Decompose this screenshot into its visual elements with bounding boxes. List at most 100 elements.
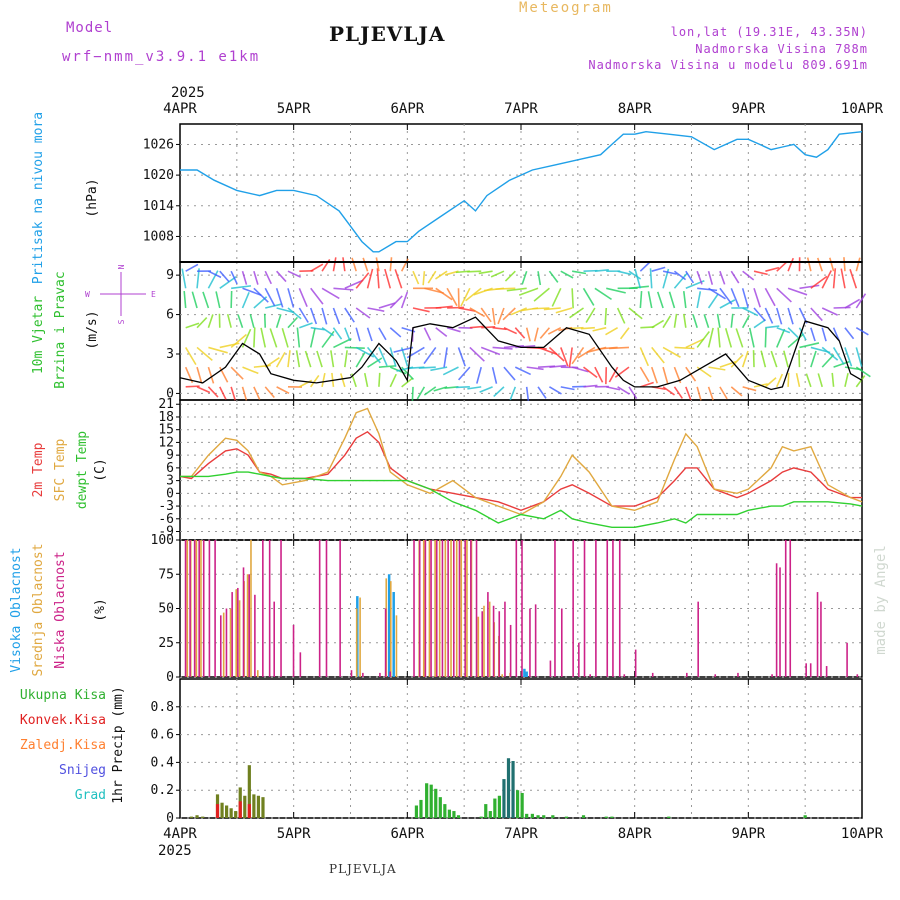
temp-ytick-label: 0 <box>166 486 174 501</box>
precip-bar <box>520 792 524 818</box>
precip-bar <box>243 795 247 818</box>
temp-ytick-label: 12 <box>158 435 174 450</box>
compass-east: E <box>151 290 156 299</box>
compass-rose: N S W E <box>85 264 156 324</box>
wind-arrow <box>787 257 794 272</box>
wind-arrow <box>455 386 470 389</box>
wind-arrow <box>525 327 531 342</box>
precip-ytick-label: 0.2 <box>151 783 174 798</box>
wind-arrow <box>753 288 761 308</box>
precip-bar <box>667 816 671 818</box>
precip-bar <box>452 811 456 818</box>
wind-arrow <box>560 347 569 367</box>
precip-bar <box>506 758 511 818</box>
wind-arrow <box>183 290 187 309</box>
model-label: Model <box>66 20 114 36</box>
wind-arrow <box>207 270 219 289</box>
wind-arrow <box>628 307 643 320</box>
wind-arrow <box>696 270 703 285</box>
wind-arrow <box>673 270 687 281</box>
wind-arrow <box>821 354 835 368</box>
wind-arrow <box>378 347 388 367</box>
wind-arrow <box>719 287 733 305</box>
wind-arrow <box>673 386 684 399</box>
wind-arrow <box>310 263 324 272</box>
lonlat-text: lon,lat (19.31E, 43.35N) <box>670 25 868 39</box>
precip-bar <box>189 816 193 818</box>
wind-ytick-label: 0 <box>166 386 174 401</box>
wind-arrow <box>276 386 290 394</box>
wind-arrow <box>799 284 820 290</box>
pressure-ytick-label: 1008 <box>143 229 174 244</box>
precip-bar <box>530 813 534 818</box>
wind-arrow <box>594 287 612 301</box>
wind-ytick-label: 6 <box>166 308 174 323</box>
temp-ytick-label: -3 <box>158 499 174 514</box>
wind-arrow <box>264 356 280 368</box>
wind-arrow <box>764 377 777 388</box>
wind-arrow <box>832 268 837 289</box>
wind-arrow <box>674 346 695 350</box>
wind-arrow <box>443 347 448 368</box>
temp-ytick-label: 15 <box>158 423 174 438</box>
precip-bar <box>434 788 438 818</box>
wind-arrow <box>717 327 721 348</box>
wind-arrow <box>741 350 749 368</box>
wind-arrow <box>401 377 414 388</box>
wind-arrow <box>363 372 369 388</box>
wind-arrow <box>275 314 282 328</box>
wind-arrow <box>639 260 652 272</box>
wind-arrow <box>196 317 208 329</box>
wind-arrow <box>344 327 351 342</box>
precip-bar <box>234 811 238 818</box>
wind-arrow <box>810 307 823 322</box>
wind-arrow <box>816 257 823 272</box>
wind-arrow <box>594 269 609 272</box>
wind-arrow <box>366 327 373 342</box>
precip-bar <box>252 794 256 818</box>
wind-arrow <box>617 386 630 395</box>
precip-bar <box>247 804 251 818</box>
wind-arrow <box>287 270 301 278</box>
precip-bar <box>438 797 442 818</box>
wind-arrow <box>748 327 755 348</box>
wind-arrow <box>548 346 565 362</box>
cloud-label-1: Visoka Oblacnost <box>9 547 24 672</box>
wind-arrow <box>207 386 219 398</box>
wind-arrow <box>287 307 302 320</box>
wind-arrow <box>492 346 513 350</box>
wind-arrow <box>465 287 482 302</box>
model-name: wrf−nmm_v3.9.1 e1km <box>62 49 261 65</box>
wind-arrow <box>634 268 642 289</box>
wind-arrow <box>549 386 562 395</box>
precip-ytick-label: 0 <box>166 811 174 826</box>
wind-arrow <box>416 386 426 400</box>
wind-arrow <box>375 257 380 272</box>
wind-arrow <box>776 373 784 388</box>
precip-ytick-label: 0.8 <box>151 700 174 715</box>
temp-label-1: 2m Temp <box>31 442 46 497</box>
wind-arrow <box>467 270 482 273</box>
wind-arrow <box>333 287 354 291</box>
precip-bar <box>551 815 555 818</box>
wind-arrow <box>367 357 383 368</box>
plot-layer: 10081014102010260369-9-6-303691215182102… <box>143 101 884 842</box>
wind-arrow <box>707 386 714 401</box>
wind-arrow <box>389 373 397 388</box>
wind-arrow <box>253 270 259 285</box>
wind-arrow <box>362 257 369 272</box>
wind-arrow <box>805 373 812 388</box>
year-label-top: 2025 <box>171 85 205 101</box>
year-label-bottom: 2025 <box>158 843 192 859</box>
wind-arrow <box>525 386 530 401</box>
wind-arrow <box>533 327 539 342</box>
wind-arrow <box>662 315 672 329</box>
wind-arrow <box>682 313 687 328</box>
precip-bar <box>201 816 205 818</box>
temp-ytick-label: 6 <box>166 461 174 476</box>
wind-arrow <box>776 287 792 303</box>
wind-arrow <box>351 257 357 272</box>
wind-arrow <box>592 326 607 332</box>
precip-label-frozen: Zaledj.Kisa <box>20 738 106 753</box>
wind-arrow <box>196 386 211 394</box>
